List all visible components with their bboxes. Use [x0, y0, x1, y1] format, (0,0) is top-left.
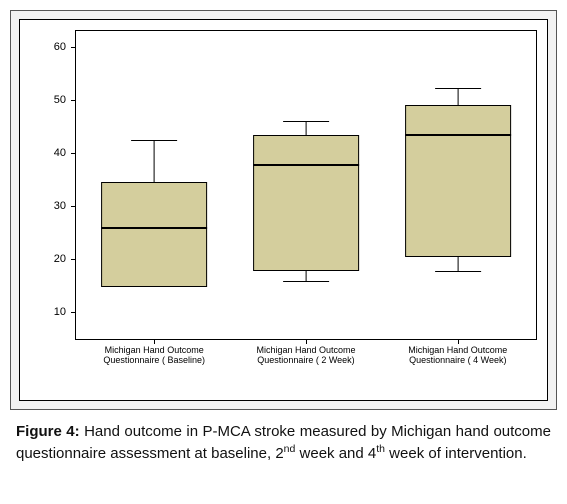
- whisker-upper: [305, 121, 306, 134]
- whisker-cap-low: [283, 281, 329, 282]
- whisker-cap-low: [435, 271, 481, 272]
- boxplot: [405, 31, 511, 339]
- figure-caption: Figure 4: Hand outcome in P-MCA stroke m…: [10, 410, 557, 465]
- y-tick-mark: [71, 312, 76, 313]
- boxplot: [253, 31, 359, 339]
- y-tick-mark: [71, 206, 76, 207]
- median-line: [101, 227, 207, 229]
- chart-outer-panel: 102030405060Michigan Hand Outcome Questi…: [10, 10, 557, 410]
- box: [405, 105, 511, 257]
- caption-text-2: week and 4: [295, 445, 376, 462]
- box: [101, 182, 207, 286]
- y-tick-mark: [71, 100, 76, 101]
- x-tick-label: Michigan Hand Outcome Questionnaire ( 4 …: [393, 339, 523, 366]
- plot-frame: 102030405060Michigan Hand Outcome Questi…: [75, 30, 537, 340]
- caption-sup-1: nd: [284, 443, 296, 455]
- y-tick-mark: [71, 153, 76, 154]
- whisker-cap-high: [131, 140, 177, 141]
- x-tick-label: Michigan Hand Outcome Questionnaire ( Ba…: [89, 339, 219, 366]
- y-tick-mark: [71, 259, 76, 260]
- whisker-cap-high: [283, 121, 329, 122]
- boxplot: [101, 31, 207, 339]
- chart-inner-panel: 102030405060Michigan Hand Outcome Questi…: [19, 19, 548, 401]
- box: [253, 135, 359, 271]
- whisker-upper: [154, 140, 155, 182]
- median-line: [253, 164, 359, 166]
- figure-container: 102030405060Michigan Hand Outcome Questi…: [10, 10, 557, 465]
- caption-text-3: week of intervention.: [385, 445, 527, 462]
- y-tick-mark: [71, 47, 76, 48]
- whisker-cap-high: [435, 88, 481, 89]
- whisker-upper: [457, 88, 458, 105]
- x-tick-label: Michigan Hand Outcome Questionnaire ( 2 …: [241, 339, 371, 366]
- figure-label: Figure 4:: [16, 423, 80, 440]
- whisker-lower: [457, 255, 458, 271]
- caption-sup-2: th: [376, 443, 385, 455]
- median-line: [405, 134, 511, 136]
